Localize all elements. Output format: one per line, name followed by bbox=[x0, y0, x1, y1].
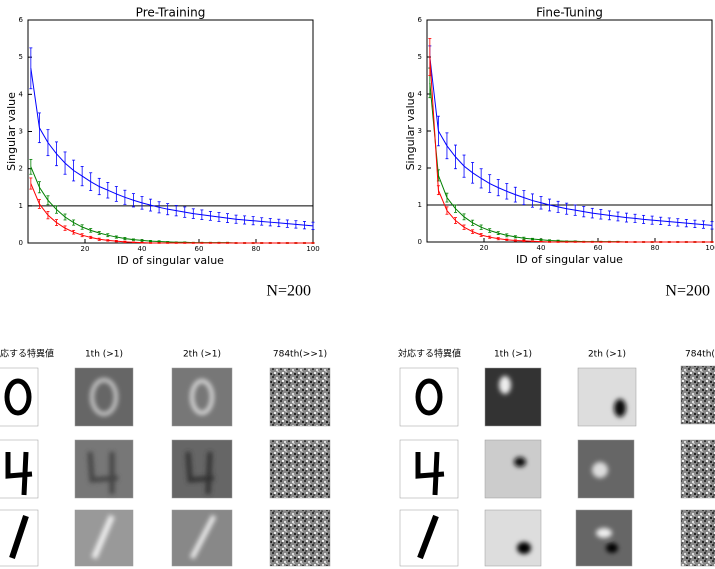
charts: Pre-Training ID of singular value Singular… bbox=[5, 6, 715, 300]
y-tick-label: 5 bbox=[418, 53, 422, 61]
x-tick-label: 80 bbox=[651, 244, 660, 252]
series-line bbox=[429, 56, 712, 243]
y-tick-label: 2 bbox=[418, 164, 422, 172]
column-header: 応する特異値 bbox=[0, 348, 54, 360]
column-header: 1th (>1) bbox=[494, 350, 532, 360]
x-tick-label: 40 bbox=[537, 244, 546, 252]
column-header: 784th( bbox=[685, 350, 715, 360]
annotation: N=200 bbox=[665, 283, 710, 300]
y-tick-label: 6 bbox=[418, 16, 423, 24]
y-tick-label: 4 bbox=[19, 90, 24, 98]
x-tick-label: 60 bbox=[594, 244, 603, 252]
y-tick-label: 0 bbox=[19, 239, 23, 247]
column-header: 2th (>1) bbox=[588, 350, 626, 360]
series-line bbox=[30, 68, 314, 227]
column-header: 784th(>>1) bbox=[273, 350, 327, 360]
x-tick-label: 40 bbox=[138, 245, 147, 253]
image-grid bbox=[0, 367, 331, 567]
chart-title: Fine-Tuning bbox=[536, 6, 603, 20]
image-grid bbox=[399, 365, 715, 567]
x-tick-label: 100 bbox=[705, 244, 715, 252]
annotation: N=200 bbox=[266, 283, 311, 300]
x-tick-label: 80 bbox=[252, 245, 261, 253]
series-line bbox=[429, 56, 713, 226]
x-tick-label: 20 bbox=[480, 244, 489, 252]
y-tick-label: 3 bbox=[418, 127, 422, 135]
y-tick-label: 4 bbox=[418, 90, 423, 98]
column-header: 対応する特異値 bbox=[398, 348, 461, 360]
y-tick-label: 6 bbox=[19, 16, 24, 24]
y-tick-label: 3 bbox=[19, 128, 23, 136]
column-header: 2th (>1) bbox=[183, 350, 221, 360]
y-tick-label: 0 bbox=[418, 238, 422, 246]
series-line bbox=[30, 183, 313, 244]
chart-title: Pre-Training bbox=[136, 6, 206, 20]
y-tick-label: 1 bbox=[19, 202, 23, 210]
y-tick-label: 5 bbox=[19, 53, 23, 61]
x-axis-label: ID of singular value bbox=[117, 254, 224, 267]
x-tick-label: 100 bbox=[306, 245, 319, 253]
y-tick-label: 1 bbox=[418, 201, 422, 209]
x-tick-label: 60 bbox=[195, 245, 204, 253]
y-tick-label: 2 bbox=[19, 165, 23, 173]
y-axis-label: Singular value bbox=[5, 92, 18, 171]
y-axis-label: Singular value bbox=[404, 91, 417, 170]
x-tick-label: 20 bbox=[81, 245, 90, 253]
column-header: 1th (>1) bbox=[85, 350, 123, 360]
x-axis-label: ID of singular value bbox=[516, 253, 623, 266]
